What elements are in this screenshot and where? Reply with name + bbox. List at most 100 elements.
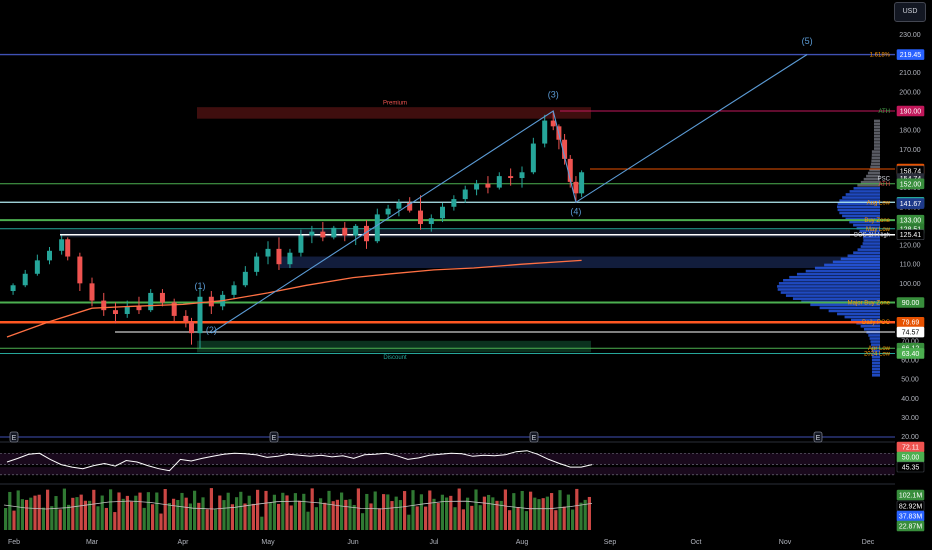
time-tick-label: Aug [516,539,529,546]
rsi-tag-label: 45.35 [902,465,920,472]
candle-body [189,321,194,334]
volume-bar [461,509,465,530]
profile-bar [871,355,880,359]
profile-bar [871,361,880,365]
volume-bar [88,500,92,530]
volume-bar [235,497,239,530]
volume-bar [440,494,444,530]
volume-bar [537,499,541,530]
candle-body [331,227,337,238]
volume-bar [260,516,264,530]
volume-bar [113,512,117,530]
profile-bar [860,245,880,248]
volume-bar [449,495,453,530]
time-tick-label: Dec [862,539,875,546]
volume-bar [428,490,432,530]
volume-bar [247,495,251,530]
profile-bar [840,257,880,261]
candle-body [276,248,282,265]
profile-bar [837,208,880,212]
price-tag-box [896,297,925,308]
candle-body [428,218,434,224]
volume-bar [558,490,562,530]
currency-button[interactable]: USD [894,2,926,22]
profile-bar [780,291,880,294]
candlestick-series [10,111,585,349]
time-axis[interactable]: Feb Mar Apr May Jun Jul Aug Sep Oct Nov Dec [8,539,875,546]
volume-bar [403,491,407,530]
volume-bar [310,488,314,530]
candle-body [374,214,380,242]
profile-bar [871,343,880,346]
volume-bar [369,503,373,530]
volume-bar [138,492,142,530]
candle-body [89,283,95,301]
volume-bar [226,492,230,530]
profile-bar [874,122,880,126]
discount-label: Discount [383,355,407,361]
volume-bar [524,511,528,530]
profile-bar [828,309,880,313]
price-tick-label: 50.00 [901,377,919,384]
profile-bar [868,334,880,337]
level-label: Buy Zone [864,218,890,224]
profile-bar [862,242,880,245]
level-label: 2024 Low [864,351,891,357]
candle-body [65,239,71,257]
price-tag-label: 152.00 [900,181,922,188]
profile-bar [870,340,880,343]
price-tick-label: 20.00 [901,434,919,441]
candle-body [77,256,83,284]
time-tick-label: Feb [8,539,20,546]
volume-bar [545,496,549,530]
volume-tag-label: 82.92M [899,504,923,511]
volume-bar [373,491,377,530]
volume-bar [411,490,415,530]
rsi-tag-box [896,461,925,473]
volume-bar [75,497,79,530]
volume-bar [20,499,24,530]
candle-body [451,199,457,207]
volume-bar [306,511,310,530]
candle-body [242,271,248,286]
earnings-marker-glyph: E [816,435,821,442]
discount-zone [197,340,591,353]
profile-bar [859,229,880,233]
zones-layer: Premium Discount [60,100,880,361]
profile-bar [871,159,880,163]
candle-body [462,189,468,200]
profile-bar [871,367,880,371]
volume-bar [41,507,45,530]
price-tag-label: 79.69 [902,320,920,327]
profile-bar [871,150,880,153]
volume-bar [314,507,318,530]
level-label: Major Buy Zone [848,301,891,307]
profile-bar [863,328,880,331]
profile-bar [819,306,880,310]
candle-body [101,300,107,311]
volume-bar [180,492,184,530]
rsi-pane [0,441,895,476]
profile-bar [874,144,880,147]
volume-bar [46,489,50,530]
volume-bar [382,494,386,530]
profile-bar [853,251,880,255]
volume-bar [445,497,449,530]
volume-bar [222,500,226,530]
candle-body [519,172,525,179]
profile-bar [851,318,880,322]
volume-bar [487,494,491,530]
profile-bar [860,180,880,184]
volume-bar [394,496,398,530]
price-tag-box [896,348,925,359]
volume-bar [512,493,516,530]
price-tick-label: 110.00 [900,262,921,269]
volume-bar [377,508,381,530]
profile-bar [870,162,880,166]
time-tick-label: Sep [604,539,617,546]
profile-bar [836,205,880,209]
candle-body [508,176,514,179]
volume-bar [293,493,297,530]
